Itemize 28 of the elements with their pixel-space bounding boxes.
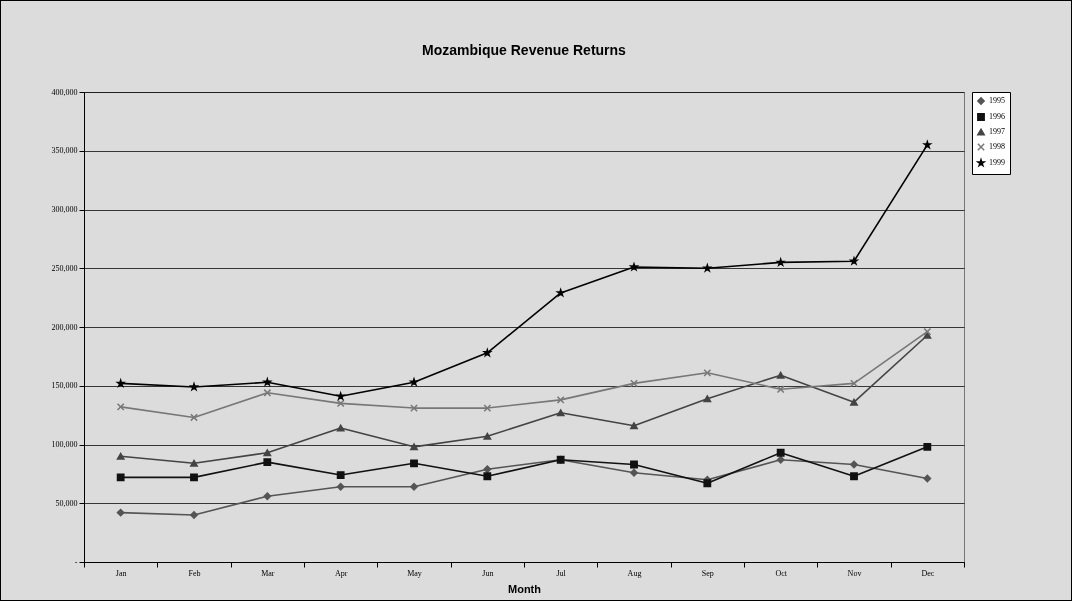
x-tick-label: Jan	[115, 568, 127, 578]
x-tick-label: May	[407, 568, 422, 578]
chart-title: Mozambique Revenue Returns	[422, 42, 627, 58]
legend-label: 1996	[989, 112, 1005, 121]
y-tick-label: 200,000	[51, 322, 78, 332]
legend-label: 1997	[989, 127, 1005, 136]
x-tick-label: Apr	[334, 568, 348, 578]
x-tick-label: Feb	[188, 568, 201, 578]
y-tick-label: 150,000	[51, 381, 78, 391]
x-tick-label: Oct	[775, 568, 788, 578]
legend-label: 1998	[989, 142, 1005, 151]
legend-label: 1995	[989, 96, 1005, 105]
x-tick-label: Jul	[556, 568, 567, 578]
x-tick-label: Sep	[701, 568, 714, 578]
y-tick-label: 100,000	[51, 440, 78, 449]
x-axis-title: Month	[508, 582, 542, 595]
x-tick-label: Nov	[847, 568, 862, 578]
x-tick-label: Jun	[482, 568, 494, 578]
y-tick-label: 400,000	[51, 87, 78, 97]
x-tick-label: Dec	[921, 568, 935, 578]
y-tick-label: 300,000	[51, 205, 78, 214]
x-tick-label: Aug	[627, 568, 642, 578]
x-tick-label: Mar	[261, 568, 275, 578]
y-tick-label: -	[74, 557, 78, 567]
y-tick-label: 250,000	[51, 263, 78, 273]
y-tick-label: 50,000	[55, 498, 78, 508]
legend-label: 1999	[989, 158, 1005, 167]
y-tick-label: 350,000	[51, 146, 78, 156]
